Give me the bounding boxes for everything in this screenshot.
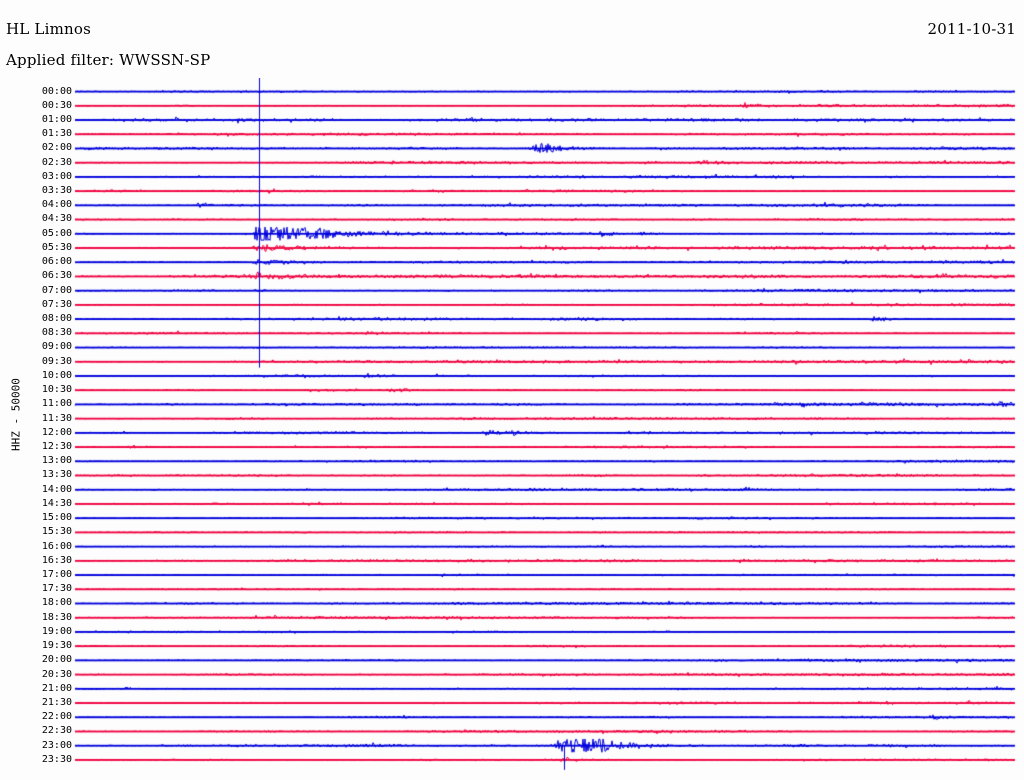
time-axis-label: 01:00 [41, 113, 72, 125]
time-axis-label: 01:30 [41, 128, 72, 140]
time-axis-label: 08:30 [41, 327, 72, 339]
time-axis-label: 20:00 [41, 654, 72, 666]
time-axis-label: 04:00 [41, 199, 72, 211]
time-axis-label: 16:30 [41, 554, 72, 566]
time-axis-label: 13:00 [41, 455, 72, 467]
channel-axis-label: HHZ - 50000 [9, 378, 23, 451]
time-axis-label: 08:00 [41, 313, 72, 325]
record-date: 2011-10-31 [927, 20, 1016, 38]
time-axis-label: 03:00 [41, 170, 72, 182]
time-axis-label: 15:30 [41, 526, 72, 538]
time-axis-label: 18:30 [41, 611, 72, 623]
seismic-trace-canvas [0, 78, 1024, 780]
time-axis-label: 11:30 [41, 412, 72, 424]
time-axis-label: 05:30 [41, 241, 72, 253]
time-axis-label: 02:30 [41, 156, 72, 168]
time-axis-label: 02:00 [41, 142, 72, 154]
time-axis-label: 00:30 [41, 99, 72, 111]
time-axis-label: 21:30 [41, 696, 72, 708]
time-axis-label: 10:30 [41, 384, 72, 396]
time-axis-label: 22:30 [41, 725, 72, 737]
time-axis-label: 16:00 [41, 540, 72, 552]
time-axis-label: 00:00 [41, 85, 72, 97]
time-axis-label: 20:30 [41, 668, 72, 680]
time-axis-label: 09:00 [41, 341, 72, 353]
time-axis-label: 12:30 [41, 441, 72, 452]
time-axis-label: 03:30 [41, 185, 72, 197]
time-axis-label: 09:30 [41, 355, 72, 367]
applied-filter-label: Applied filter: WWSSN-SP [6, 51, 211, 69]
time-axis-label: 13:30 [41, 469, 72, 481]
time-axis-label: 14:00 [41, 483, 72, 495]
helicorder-plot: 00:00 00:30 01:00 01:30 02:00 02:30 03:00 03:30… [0, 78, 1024, 780]
time-axis-label: 19:00 [41, 625, 72, 637]
time-axis-label: 23:30 [41, 753, 72, 765]
time-axis-label: 06:30 [41, 270, 72, 282]
time-axis: 00:00 00:30 01:00 01:30 02:00 02:30 03:00 03:30… [0, 78, 72, 780]
time-axis-label: 07:30 [41, 298, 72, 310]
time-axis-label: 05:00 [41, 227, 72, 239]
time-axis-label: 17:30 [41, 583, 72, 595]
time-axis-label: 07:00 [41, 284, 72, 296]
time-axis-label: 14:30 [41, 497, 72, 509]
time-axis-label: 15:00 [41, 512, 72, 524]
time-axis-label: 10:00 [41, 369, 72, 381]
time-axis-label: 22:00 [41, 711, 72, 723]
time-axis-label: 21:00 [41, 682, 72, 694]
time-axis-label: 12:00 [41, 426, 72, 438]
time-axis-label: 23:00 [41, 739, 72, 751]
time-axis-label: 04:30 [41, 213, 72, 225]
time-axis-label: 18:00 [41, 597, 72, 609]
time-axis-label: 17:00 [41, 568, 72, 580]
time-axis-label: 11:00 [41, 398, 72, 410]
time-axis-label: 19:30 [41, 640, 72, 652]
station-name: HL Limnos [6, 20, 91, 38]
time-axis-label: 06:00 [41, 256, 72, 268]
